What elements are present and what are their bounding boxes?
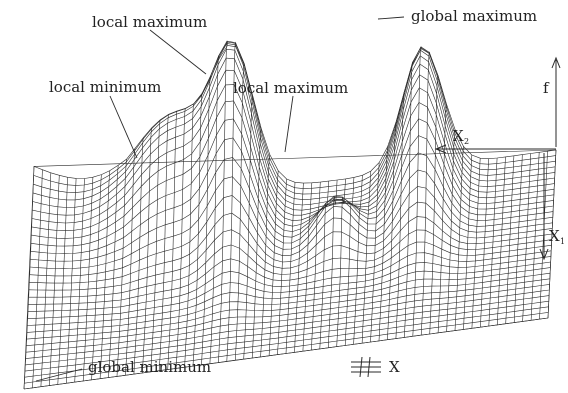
mesh-column-line	[522, 153, 531, 322]
mesh-column-line	[471, 158, 481, 329]
mesh-column-line	[446, 129, 456, 332]
mesh-column-line	[412, 46, 422, 337]
mesh-column-line	[268, 170, 279, 356]
mesh-row-line	[32, 43, 556, 201]
leader-global-maximum	[377, 16, 405, 20]
mesh-column-line	[251, 128, 262, 359]
x2-axis-label: X	[453, 127, 464, 145]
label-local-maximum-left: local maximum	[92, 13, 207, 31]
mesh-column-line	[235, 63, 245, 361]
mesh-column-line	[243, 95, 254, 360]
mesh-column-line	[226, 41, 237, 362]
mesh-column-line	[108, 165, 119, 378]
mesh-column-line	[344, 177, 355, 346]
mesh-column-line	[302, 182, 313, 352]
legend-x-label: X	[389, 358, 400, 376]
label-global-minimum: global minimum	[88, 358, 211, 376]
mesh-column-line	[133, 137, 144, 375]
mesh-column-line	[311, 182, 321, 351]
mesh-column-line	[336, 178, 346, 347]
mesh-column-line	[420, 51, 430, 336]
mesh-column-line	[328, 179, 338, 348]
mesh-column-line	[277, 178, 287, 355]
mesh-row-line	[32, 48, 555, 208]
f-axis-arrowhead	[551, 56, 561, 69]
mesh-row-line	[33, 41, 556, 189]
mesh-column-line	[260, 154, 270, 357]
leader-local-maximum-left	[149, 29, 207, 75]
x1-axis-arrowhead	[539, 248, 549, 261]
mesh-column-line	[91, 174, 102, 380]
mesh-column-line	[116, 159, 127, 377]
mesh-column-line	[167, 110, 178, 370]
mesh-column-line	[74, 178, 85, 383]
mesh-column-line	[353, 175, 363, 345]
mesh-column-line	[175, 108, 186, 369]
label-local-maximum-center: local maximum	[233, 79, 348, 97]
axis-indicators	[434, 56, 561, 261]
mesh-column-line	[294, 183, 304, 353]
mesh-column-line	[497, 156, 506, 325]
mesh-column-line	[488, 157, 498, 327]
mesh-column-line	[361, 171, 372, 344]
label-local-minimum: local minimum	[49, 78, 161, 96]
x2-axis-subscript: 2	[464, 137, 469, 146]
mesh-column-line	[437, 104, 447, 333]
mesh-column-line	[49, 175, 60, 386]
mesh-column-line	[218, 40, 228, 363]
x2-axis-arrowhead	[434, 144, 447, 154]
mesh-row-line	[33, 45, 557, 184]
mesh-column-line	[99, 170, 111, 379]
mesh-column-line	[505, 155, 515, 324]
mesh-column-line	[82, 177, 94, 382]
mesh-row-line	[33, 40, 556, 195]
mesh-row-line	[31, 84, 555, 232]
mesh-row-line	[31, 100, 554, 239]
mesh-column-line	[395, 91, 405, 339]
mesh-column-line	[463, 154, 473, 330]
mesh-column-line	[201, 75, 212, 365]
f-axis-label: f	[543, 79, 550, 97]
mesh-column-line	[150, 119, 161, 372]
leader-local-maximum-center	[284, 95, 294, 153]
mesh-column-line	[513, 154, 523, 323]
mesh-column-line	[319, 181, 329, 349]
mesh-column-line	[57, 177, 68, 385]
leader-lines	[35, 16, 405, 382]
mesh-column-line	[404, 61, 414, 338]
mesh-column-line	[158, 114, 169, 371]
mesh-column-line	[480, 158, 489, 328]
mesh-column-line	[209, 55, 220, 364]
mesh-column-line	[192, 92, 203, 367]
x1-axis-subscript: 1	[560, 237, 565, 246]
mesh-column-line	[429, 75, 439, 335]
mesh-outline	[23, 149, 557, 390]
mesh-column-line	[370, 162, 380, 343]
grid-legend-icon	[351, 356, 381, 378]
mesh-column-line	[125, 148, 136, 376]
mesh-column-line	[66, 178, 77, 384]
mesh-column-line	[184, 103, 195, 368]
leader-local-minimum	[109, 95, 138, 159]
mesh-column-line	[454, 146, 464, 331]
leader-global-minimum	[35, 368, 83, 382]
mesh-column-line	[32, 169, 43, 388]
mesh-column-line	[530, 152, 540, 321]
mesh-column-line	[142, 127, 153, 374]
mesh-column-line	[387, 121, 397, 340]
wireframe-mesh	[23, 40, 557, 390]
label-global-maximum: global maximum	[411, 7, 537, 25]
mesh-column-line	[285, 182, 296, 354]
x1-axis-label: X	[549, 227, 560, 245]
mesh-column-line	[40, 172, 52, 387]
mesh-column-line	[378, 146, 388, 341]
